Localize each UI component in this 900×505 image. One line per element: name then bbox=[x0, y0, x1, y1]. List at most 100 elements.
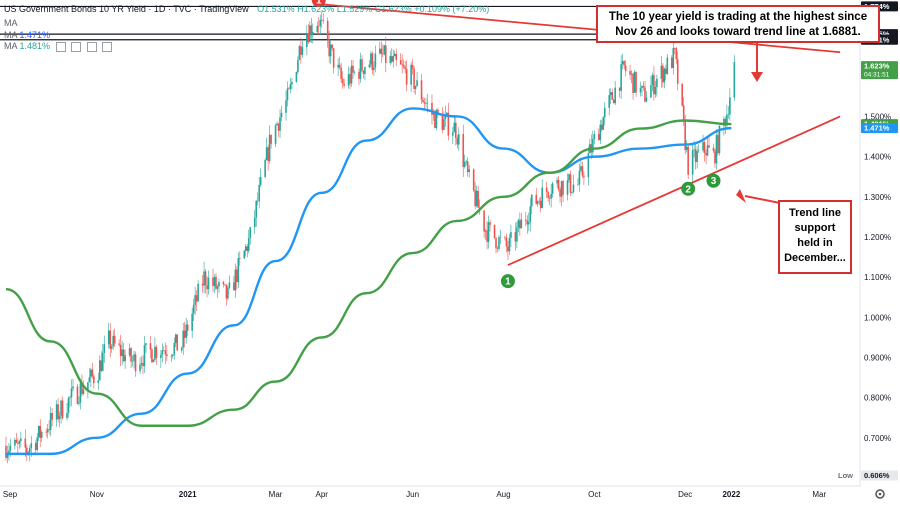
candle-117 bbox=[247, 229, 250, 254]
candle-69 bbox=[149, 335, 152, 359]
candle-90 bbox=[192, 298, 195, 322]
ma-label-3[interactable]: MA bbox=[4, 41, 18, 51]
settings-icon[interactable] bbox=[71, 41, 82, 52]
candle-body-315 bbox=[662, 65, 664, 83]
candle-body-81 bbox=[173, 343, 176, 355]
wave-marker-4: 2 bbox=[681, 181, 696, 196]
candle-101 bbox=[215, 272, 217, 291]
eye-icon[interactable] bbox=[55, 41, 66, 52]
candle-body-111 bbox=[236, 269, 238, 283]
candle-191 bbox=[402, 59, 405, 69]
candle-239 bbox=[504, 235, 506, 241]
y-tick-label-5: 1.000% bbox=[864, 313, 891, 322]
candle-body-319 bbox=[670, 57, 673, 68]
candle-335 bbox=[703, 140, 706, 162]
wave-marker-circle-3 bbox=[500, 274, 515, 289]
trendlines bbox=[318, 3, 841, 266]
candle-body-310 bbox=[651, 75, 654, 86]
candle-245 bbox=[516, 221, 518, 249]
candle-26 bbox=[58, 411, 61, 428]
candle-254 bbox=[535, 187, 538, 205]
candle-214 bbox=[452, 127, 454, 145]
candle-body-335 bbox=[703, 142, 706, 154]
candle-body-219 bbox=[462, 134, 465, 167]
candle-79 bbox=[170, 353, 173, 363]
candle-body-189 bbox=[399, 60, 402, 65]
candle-body-83 bbox=[176, 334, 179, 351]
candle-15 bbox=[36, 433, 39, 452]
candle-body-188 bbox=[395, 53, 398, 61]
candle-312 bbox=[654, 80, 657, 98]
candle-50 bbox=[109, 323, 112, 358]
ma-label-1[interactable]: MA bbox=[4, 18, 18, 28]
candle-176 bbox=[371, 51, 374, 75]
close-icon[interactable] bbox=[86, 41, 97, 52]
candle-body-94 bbox=[201, 283, 204, 286]
candle-294 bbox=[618, 87, 621, 98]
candle-body-266 bbox=[559, 189, 561, 197]
candle-250 bbox=[526, 215, 529, 234]
candle-body-289 bbox=[608, 95, 611, 108]
candle-204 bbox=[431, 94, 433, 125]
candle-160 bbox=[338, 56, 341, 70]
candle-body-66 bbox=[142, 363, 144, 367]
candle-131 bbox=[277, 122, 280, 138]
candle-59 bbox=[128, 343, 131, 358]
candle-286 bbox=[600, 119, 603, 132]
candle-301 bbox=[632, 73, 634, 100]
wave-marker-3: 1 bbox=[500, 274, 515, 289]
candle-body-39 bbox=[87, 382, 89, 390]
candle-body-11 bbox=[27, 452, 30, 453]
candle-body-201 bbox=[423, 102, 426, 104]
candle-body-239 bbox=[504, 237, 506, 238]
candle-body-61 bbox=[131, 360, 134, 362]
candle-77 bbox=[164, 342, 167, 365]
candle-body-45 bbox=[98, 360, 101, 381]
candle-181 bbox=[382, 44, 384, 58]
candle-body-198 bbox=[416, 80, 418, 86]
candle-216 bbox=[455, 116, 457, 146]
candle-158 bbox=[332, 48, 335, 74]
candle-188 bbox=[395, 48, 398, 67]
candle-270 bbox=[568, 173, 570, 183]
candle-29 bbox=[66, 402, 68, 421]
candle-body-14 bbox=[34, 443, 37, 450]
candle-8 bbox=[20, 431, 22, 448]
ma-label-2[interactable]: MA bbox=[4, 30, 18, 40]
settings-gear-icon[interactable] bbox=[875, 489, 885, 499]
candle-94 bbox=[201, 275, 204, 293]
candle-body-99 bbox=[212, 277, 214, 287]
candle-body-212 bbox=[446, 112, 448, 116]
candle-body-96 bbox=[204, 271, 207, 286]
candle-168 bbox=[353, 70, 356, 75]
moving-average-1 bbox=[5, 119, 732, 427]
candle-224 bbox=[472, 168, 475, 192]
candle-body-103 bbox=[218, 281, 220, 287]
candle-123 bbox=[259, 168, 262, 188]
candle-107 bbox=[227, 285, 229, 301]
candle-155 bbox=[328, 30, 330, 63]
candle-body-306 bbox=[642, 85, 645, 88]
candle-body-215 bbox=[453, 122, 456, 133]
symbol-title[interactable]: US Government Bonds 10 YR Yield · 1D · T… bbox=[4, 4, 249, 14]
candle-body-142 bbox=[300, 46, 302, 55]
candle-100 bbox=[213, 274, 216, 293]
candle-body-200 bbox=[422, 99, 424, 103]
candle-body-86 bbox=[183, 330, 186, 338]
candle-body-251 bbox=[527, 222, 530, 225]
candle-body-127 bbox=[268, 134, 271, 162]
candle-body-226 bbox=[475, 190, 478, 207]
candle-249 bbox=[525, 211, 527, 227]
candle-body-12 bbox=[28, 448, 31, 453]
candle-200 bbox=[422, 96, 424, 103]
candle-body-292 bbox=[612, 99, 615, 104]
x-tick-label-4: Apr bbox=[316, 490, 329, 499]
candle-325 bbox=[682, 97, 685, 127]
candle-body-151 bbox=[319, 19, 322, 27]
candle-319 bbox=[670, 55, 673, 69]
price-label-bg-7 bbox=[861, 470, 898, 481]
more-icon[interactable] bbox=[102, 41, 113, 52]
candle-96 bbox=[204, 269, 207, 294]
candle-120 bbox=[255, 199, 258, 227]
